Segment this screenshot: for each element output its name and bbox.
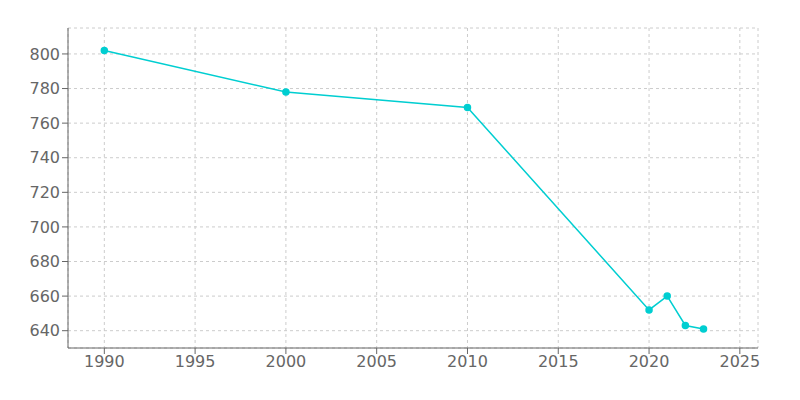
- svg-text:1990: 1990: [84, 352, 125, 371]
- svg-text:2010: 2010: [447, 352, 488, 371]
- svg-text:660: 660: [29, 287, 60, 306]
- svg-text:2015: 2015: [538, 352, 579, 371]
- svg-text:760: 760: [29, 114, 60, 133]
- svg-text:740: 740: [29, 148, 60, 167]
- svg-text:2000: 2000: [266, 352, 307, 371]
- svg-text:2020: 2020: [629, 352, 670, 371]
- svg-text:1995: 1995: [175, 352, 216, 371]
- svg-text:800: 800: [29, 45, 60, 64]
- svg-text:2005: 2005: [356, 352, 397, 371]
- svg-text:700: 700: [29, 218, 60, 237]
- svg-text:2025: 2025: [719, 352, 760, 371]
- svg-text:720: 720: [29, 183, 60, 202]
- svg-text:780: 780: [29, 79, 60, 98]
- svg-text:640: 640: [29, 321, 60, 340]
- svg-text:680: 680: [29, 252, 60, 271]
